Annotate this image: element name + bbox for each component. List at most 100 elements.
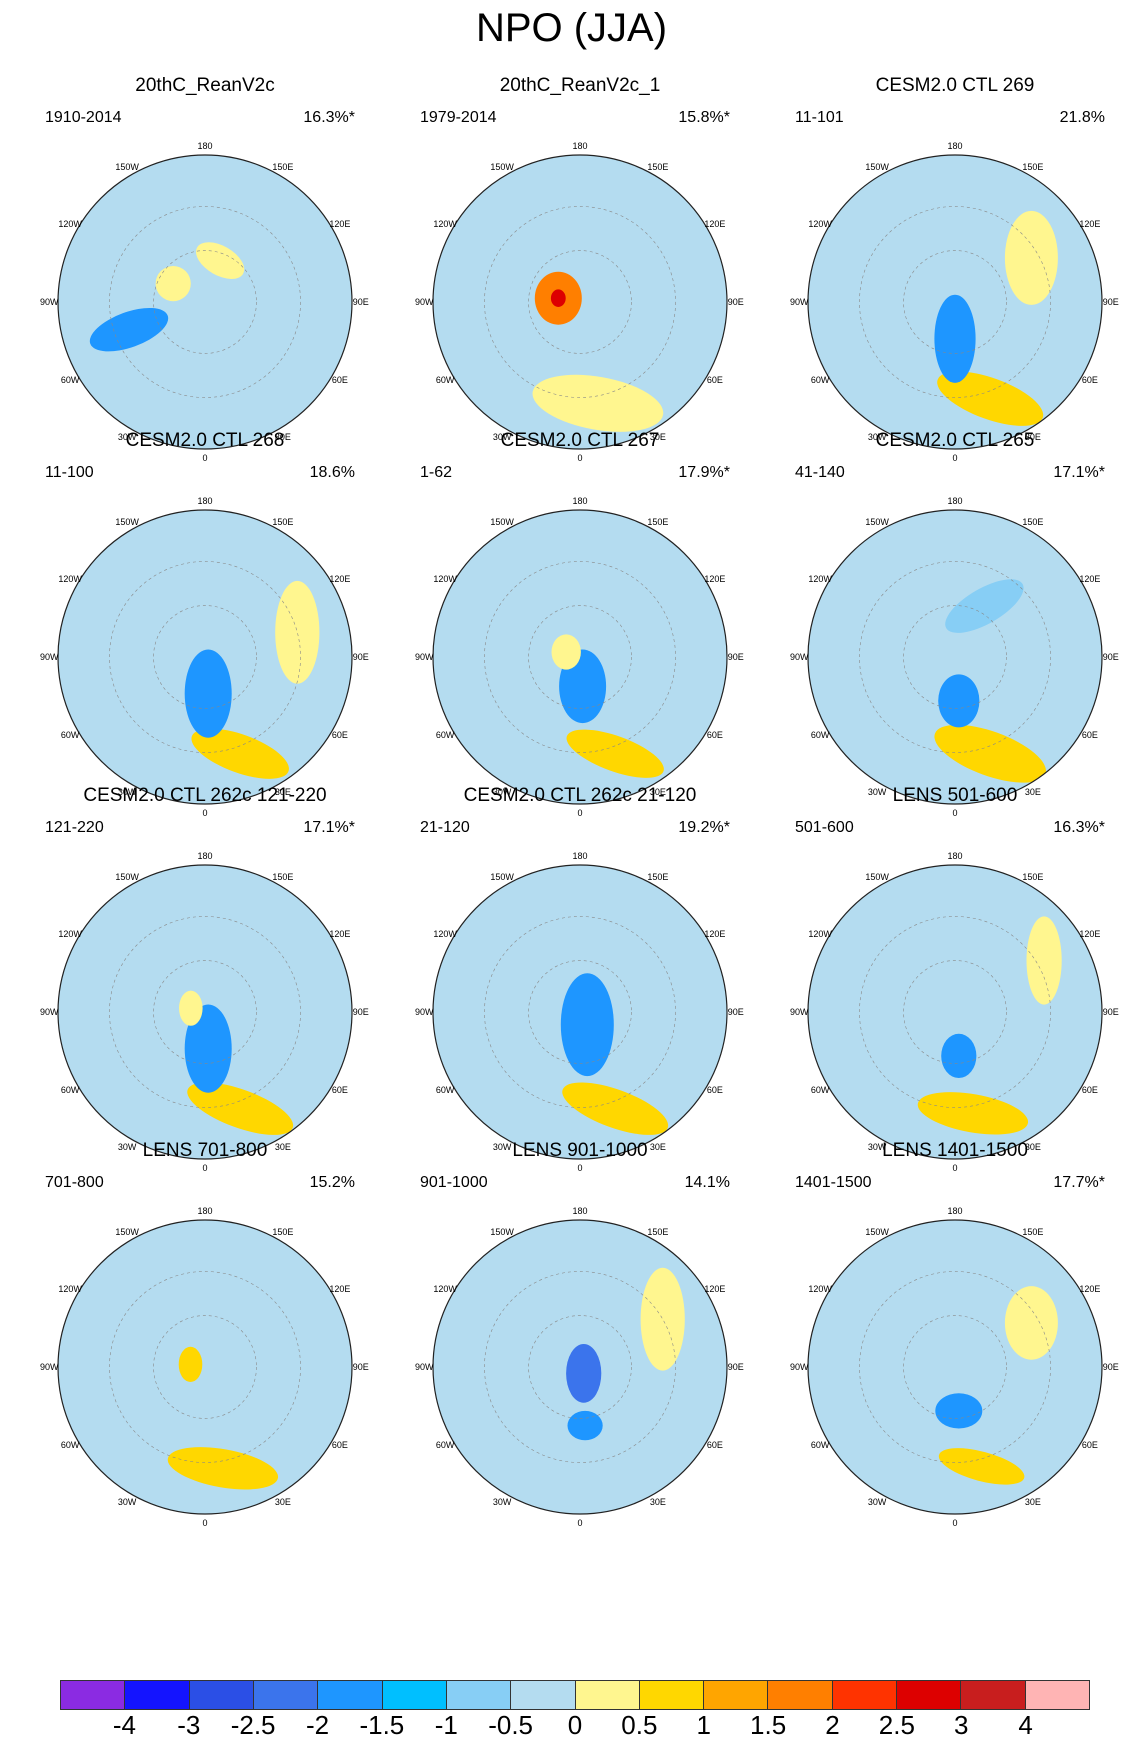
longitude-label: 60E (332, 1085, 348, 1095)
colorbar-swatch (252, 1680, 318, 1710)
anomaly-contour (917, 1092, 1029, 1135)
panel-period: 901-1000 (420, 1174, 488, 1191)
latitude-circle (109, 1271, 301, 1463)
anomaly-contour (1004, 1286, 1058, 1360)
anomaly-background (808, 865, 1102, 1159)
panel-period: 11-100 (45, 464, 94, 481)
longitude-label: 150E (1022, 872, 1043, 882)
anomaly-contour (941, 1033, 977, 1078)
latitude-circle (109, 206, 301, 398)
longitude-label: 120E (329, 929, 350, 939)
longitude-label: 30W (868, 1497, 887, 1507)
colorbar-tick-label: 0.5 (621, 1710, 658, 1740)
longitude-label: 0 (202, 1163, 207, 1173)
longitude-label: 120W (808, 1284, 832, 1294)
colorbar-tick-label: -4 (112, 1710, 136, 1740)
longitude-label: 120E (329, 219, 350, 229)
longitude-label: 60W (61, 375, 80, 385)
longitude-label: 60E (1082, 730, 1098, 740)
longitude-label: 120E (704, 574, 725, 584)
longitude-label: 30E (650, 787, 666, 797)
colorbar-swatch (188, 1680, 253, 1710)
longitude-label: 120W (808, 219, 832, 229)
longitude-label: 120E (329, 574, 350, 584)
longitude-label: 120E (704, 1284, 725, 1294)
longitude-label: 30W (493, 1497, 512, 1507)
latitude-circle (484, 1271, 676, 1463)
panel-period: 21-120 (420, 819, 470, 836)
latitude-circle (109, 916, 301, 1108)
longitude-label: 90W (790, 297, 809, 307)
map-panel: LENS 701-800 701-800 15.2% 180 150E 120E 90E 60… (15, 1140, 395, 1537)
longitude-label: 150E (1022, 1227, 1043, 1237)
colorbar-ticks: -4 -3 -2.5 -2 -1.5 -1 -0.5 0 0.5 1 1.5 2 2.5 3 4 (60, 1710, 1090, 1740)
map-panel: CESM2.0 CTL 267 1-62 17.9%* 180 150E 120E 90E 6… (390, 430, 770, 827)
map-panel: 20thC_ReanV2c 1910-2014 16.3%* 180 150E 120E 9… (15, 75, 395, 472)
longitude-label: 90E (728, 652, 744, 662)
anomaly-contour (937, 371, 1044, 426)
longitude-label: 90W (40, 1007, 59, 1017)
polar-map: 180 150E 120E 90E 60E 30E 0 30W 60W 90W 120W 150W (790, 141, 1119, 463)
longitude-label: 90W (790, 1362, 809, 1372)
latitude-circle (153, 250, 257, 354)
colorbar-swatch (510, 1680, 575, 1710)
anomaly-contour (1004, 210, 1058, 305)
anomaly-background (58, 155, 352, 449)
longitude-label: 30W (868, 1142, 887, 1152)
longitude-label: 30E (275, 787, 291, 797)
longitude-label: 30W (493, 787, 512, 797)
anomaly-contour (550, 289, 566, 307)
longitude-label: 120E (1079, 219, 1100, 229)
longitude-label: 150W (115, 1227, 139, 1237)
longitude-label: 0 (202, 808, 207, 818)
colorbar-swatch (1024, 1680, 1090, 1710)
colorbar-swatch (767, 1680, 832, 1710)
longitude-label: 30W (118, 1142, 137, 1152)
longitude-label: 90W (415, 652, 434, 662)
longitude-label: 30W (118, 1497, 137, 1507)
latitude-circle (859, 916, 1051, 1108)
latitude-circle (484, 561, 676, 753)
longitude-label: 60E (1082, 1440, 1098, 1450)
longitude-label: 150E (272, 517, 293, 527)
longitude-label: 60E (707, 1440, 723, 1450)
map-panel: LENS 1401-1500 1401-1500 17.7%* 180 150E 120E… (765, 1140, 1143, 1537)
anomaly-contour (945, 579, 1024, 633)
longitude-label: 90W (790, 1007, 809, 1017)
longitude-label: 90W (40, 652, 59, 662)
anomaly-contour (191, 728, 289, 779)
colorbar-tick-label: 2.5 (878, 1710, 915, 1740)
panel-title: 20thC_ReanV2c_1 (499, 75, 661, 96)
longitude-label: 60E (332, 1440, 348, 1450)
longitude-label: 90W (415, 297, 434, 307)
panel-variance: 16.3%* (303, 109, 355, 126)
anomaly-contour (275, 580, 320, 684)
longitude-label: 90E (1103, 1007, 1119, 1017)
colorbar-swatch (574, 1680, 639, 1710)
longitude-label: 60W (811, 375, 830, 385)
longitude-label: 120E (329, 1284, 350, 1294)
latitude-circle (859, 1271, 1051, 1463)
anomaly-contour (532, 374, 664, 432)
anomaly-contour (560, 973, 614, 1077)
latitude-circle (528, 250, 632, 354)
colorbar-swatch (638, 1680, 704, 1710)
longitude-label: 90E (1103, 652, 1119, 662)
panel-title: CESM2.0 CTL 262c 21-120 (463, 785, 697, 806)
colorbar-tick-label: 3 (954, 1710, 969, 1740)
longitude-label: 150W (865, 1227, 889, 1237)
panel-variance: 19.2%* (678, 819, 730, 836)
longitude-label: 60W (436, 1085, 455, 1095)
longitude-label: 180 (947, 141, 962, 151)
longitude-label: 180 (947, 851, 962, 861)
longitude-label: 180 (947, 1206, 962, 1216)
colorbar-tick-label: 1 (696, 1710, 711, 1740)
latitude-circle (153, 960, 257, 1064)
longitude-label: 150W (865, 162, 889, 172)
longitude-label: 90W (40, 297, 59, 307)
anomaly-contour (155, 266, 191, 302)
longitude-label: 120W (58, 219, 82, 229)
longitude-label: 30E (1025, 787, 1041, 797)
colorbar-swatch (60, 1680, 125, 1710)
latitude-circle (484, 916, 676, 1108)
